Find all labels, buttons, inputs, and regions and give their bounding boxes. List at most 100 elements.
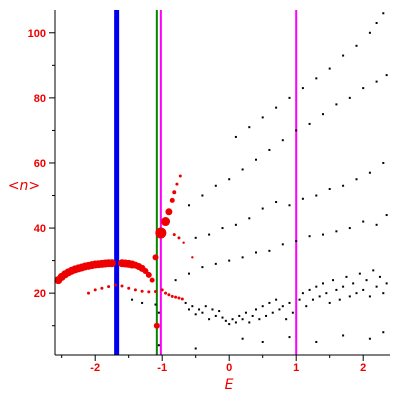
data-point-1-34 bbox=[172, 190, 177, 195]
data-point-2-12 bbox=[208, 318, 211, 321]
data-point-2-126 bbox=[288, 96, 291, 99]
y-tick-label: 20 bbox=[34, 288, 46, 300]
data-point-2-127 bbox=[301, 87, 304, 90]
axes: -2 -1 0 1 2 20 40 60 80 100 bbox=[28, 10, 390, 374]
y-tick-label: 60 bbox=[34, 158, 46, 170]
data-point-2-104 bbox=[368, 171, 371, 174]
y-axis-label: <n> bbox=[8, 178, 40, 194]
data-point-1-31 bbox=[161, 217, 171, 227]
data-point-2-84 bbox=[308, 235, 311, 238]
data-point-2-27 bbox=[258, 318, 261, 321]
data-point-2-112 bbox=[268, 148, 271, 151]
data-point-2-63 bbox=[382, 292, 385, 295]
data-point-2-49 bbox=[335, 288, 338, 291]
data-point-2-110 bbox=[241, 168, 244, 171]
data-point-1-30 bbox=[155, 227, 167, 239]
y-tick-label: 40 bbox=[34, 223, 46, 235]
data-point-2-87 bbox=[348, 227, 351, 230]
data-point-2-57 bbox=[362, 288, 365, 291]
data-point-2-32 bbox=[275, 298, 278, 301]
data-point-2-46 bbox=[325, 292, 328, 295]
data-point-1-41 bbox=[87, 291, 90, 295]
data-point-2-37 bbox=[291, 311, 294, 314]
data-point-2-113 bbox=[281, 139, 284, 142]
data-point-2-95 bbox=[248, 217, 251, 220]
data-point-2-58 bbox=[365, 279, 368, 282]
data-point-2-42 bbox=[311, 298, 314, 301]
data-point-2-88 bbox=[362, 220, 365, 223]
data-point-2-47 bbox=[328, 301, 331, 304]
data-point-2-3 bbox=[154, 303, 157, 306]
y-tick-label: 100 bbox=[28, 28, 46, 40]
data-point-2-108 bbox=[214, 184, 217, 187]
data-point-2-123 bbox=[248, 126, 251, 129]
data-point-2-89 bbox=[375, 223, 378, 226]
data-point-1-42 bbox=[93, 288, 97, 292]
data-point-2-56 bbox=[358, 272, 361, 275]
data-point-2-28 bbox=[261, 305, 264, 308]
data-point-1-51 bbox=[154, 290, 157, 294]
data-point-2-105 bbox=[382, 161, 385, 164]
data-point-2-9 bbox=[198, 308, 201, 311]
data-point-2-76 bbox=[201, 266, 204, 269]
data-point-2-29 bbox=[265, 314, 268, 317]
data-point-2-22 bbox=[241, 318, 244, 321]
data-point-2-103 bbox=[355, 178, 358, 181]
data-point-1-27 bbox=[149, 277, 155, 283]
data-point-2-73 bbox=[382, 331, 385, 334]
data-point-2-21 bbox=[238, 314, 241, 317]
data-point-1-39 bbox=[182, 241, 185, 244]
data-point-2-23 bbox=[244, 311, 247, 314]
reference-lines bbox=[114, 10, 298, 355]
data-point-2-1 bbox=[131, 298, 134, 301]
data-point-2-100 bbox=[315, 194, 318, 197]
data-point-2-94 bbox=[234, 223, 237, 226]
data-point-2-16 bbox=[221, 316, 224, 319]
data-point-2-18 bbox=[228, 323, 231, 326]
data-point-1-56 bbox=[174, 295, 178, 299]
data-point-1-52 bbox=[160, 288, 164, 292]
data-point-2-61 bbox=[375, 285, 378, 288]
data-point-2-106 bbox=[188, 204, 190, 207]
data-point-2-66 bbox=[194, 347, 197, 350]
data-point-2-52 bbox=[345, 275, 348, 278]
data-point-2-26 bbox=[255, 308, 257, 311]
data-point-2-10 bbox=[201, 311, 204, 314]
data-point-2-79 bbox=[241, 256, 244, 259]
data-point-1-53 bbox=[164, 291, 168, 295]
data-point-2-11 bbox=[204, 305, 207, 308]
data-point-1-38 bbox=[177, 236, 181, 240]
data-point-2-62 bbox=[378, 275, 381, 278]
data-point-2-115 bbox=[308, 122, 311, 125]
data-point-1-43 bbox=[100, 286, 104, 290]
data-point-2-5 bbox=[184, 301, 187, 304]
data-point-2-33 bbox=[278, 308, 281, 311]
data-point-1-25 bbox=[142, 268, 149, 275]
data-point-2-51 bbox=[342, 285, 345, 288]
data-point-2-99 bbox=[301, 197, 304, 200]
data-point-2-45 bbox=[322, 282, 324, 285]
data-point-2-50 bbox=[338, 298, 341, 301]
data-point-2-128 bbox=[315, 77, 318, 80]
data-point-1-44 bbox=[107, 285, 111, 289]
data-point-2-25 bbox=[251, 314, 254, 317]
data-point-2-34 bbox=[281, 305, 284, 308]
data-point-1-37 bbox=[172, 233, 176, 237]
data-point-2-24 bbox=[248, 321, 251, 324]
data-point-1-54 bbox=[167, 293, 171, 297]
data-point-2-121 bbox=[385, 74, 388, 77]
data-point-2-129 bbox=[328, 67, 331, 70]
data-point-2-39 bbox=[301, 292, 304, 295]
data-point-2-55 bbox=[355, 292, 358, 295]
data-point-2-118 bbox=[348, 96, 351, 99]
data-point-2-119 bbox=[362, 87, 365, 90]
data-point-2-130 bbox=[342, 54, 345, 57]
data-point-2-74 bbox=[174, 279, 177, 282]
data-point-2-38 bbox=[298, 298, 301, 301]
data-point-1-40 bbox=[191, 256, 194, 259]
x-tick-label: 0 bbox=[226, 362, 232, 374]
data-point-2-13 bbox=[211, 308, 214, 311]
data-point-2-6 bbox=[188, 308, 190, 311]
y-tick-label: 80 bbox=[34, 93, 46, 105]
data-point-1-33 bbox=[169, 197, 175, 203]
